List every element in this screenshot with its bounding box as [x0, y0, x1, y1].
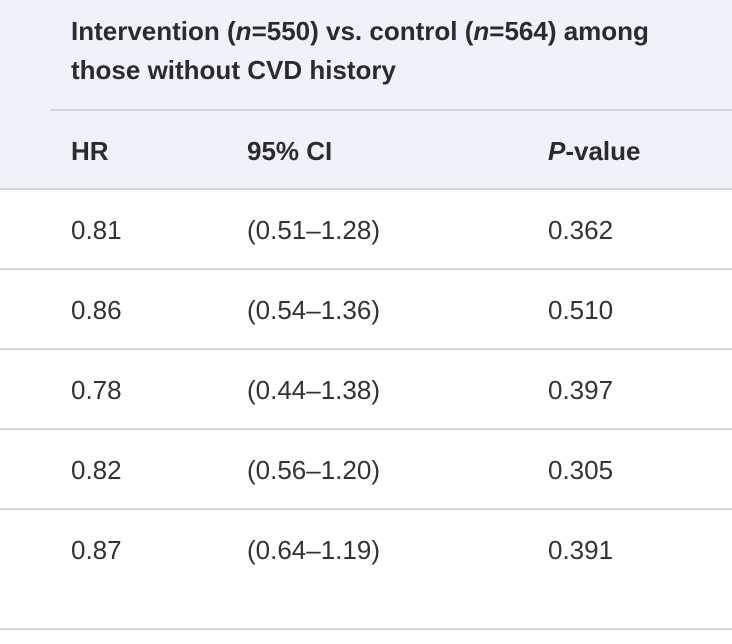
- table-row: 0.82 (0.56–1.20) 0.305: [0, 430, 732, 510]
- group-header-text-3: =564) among those without CVD history: [71, 16, 649, 85]
- cell-ci: (0.54–1.36): [247, 295, 380, 325]
- cell-ci: (0.56–1.20): [247, 455, 380, 485]
- row-divider: [0, 348, 732, 350]
- cell-p-value: 0.397: [548, 375, 614, 405]
- cell-p-value: 0.362: [548, 215, 614, 245]
- table-row: 0.86 (0.54–1.36) 0.510: [0, 270, 732, 350]
- header-divider: [0, 188, 732, 190]
- group-header-text-2: =550) vs. control (: [251, 16, 474, 46]
- group-header-divider: [50, 109, 732, 111]
- group-header-text-1: Intervention (: [71, 16, 236, 46]
- cell-hr: 0.86: [71, 295, 122, 325]
- column-header-p-value: P-value: [548, 132, 641, 170]
- row-divider: [0, 268, 732, 270]
- column-header-ci: 95% CI: [247, 136, 333, 166]
- group-header: Intervention (n=550) vs. control (n=564)…: [71, 12, 721, 90]
- p-value-italic: P: [548, 136, 566, 166]
- cell-p-value: 0.510: [548, 295, 614, 325]
- table-row: 0.87 (0.64–1.19) 0.391: [0, 510, 732, 630]
- table-header: Intervention (n=550) vs. control (n=564)…: [0, 0, 732, 190]
- row-divider: [0, 508, 732, 510]
- p-value-suffix: -value: [565, 136, 641, 166]
- cell-ci: (0.44–1.38): [247, 375, 380, 405]
- cell-ci: (0.64–1.19): [247, 535, 380, 565]
- table-bottom-divider: [0, 628, 732, 630]
- cell-hr: 0.78: [71, 375, 122, 405]
- group-header-n-1: n: [235, 16, 252, 46]
- cell-hr: 0.87: [71, 535, 122, 565]
- group-header-n-2: n: [473, 16, 490, 46]
- cell-hr: 0.82: [71, 455, 122, 485]
- row-divider: [0, 428, 732, 430]
- column-header-hr: HR: [71, 136, 109, 166]
- cell-hr: 0.81: [71, 215, 122, 245]
- table-row: 0.81 (0.51–1.28) 0.362: [0, 190, 732, 270]
- cell-p-value: 0.305: [548, 455, 614, 485]
- cell-ci: (0.51–1.28): [247, 215, 380, 245]
- cell-p-value: 0.391: [548, 535, 614, 565]
- table-row: 0.78 (0.44–1.38) 0.397: [0, 350, 732, 430]
